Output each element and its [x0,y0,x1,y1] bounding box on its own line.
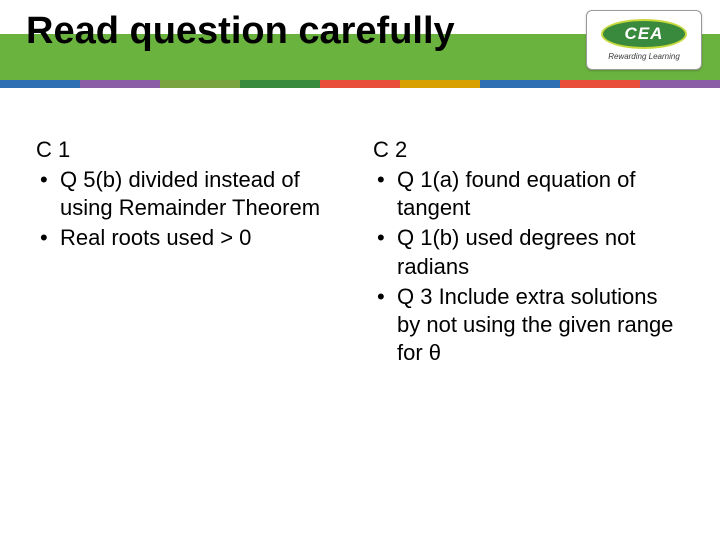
logo-badge: CEA Rewarding Learning [586,10,702,70]
logo-text: CEA [625,24,664,44]
stripe-seg [0,80,80,88]
content: C 1 Q 5(b) divided instead of using Rema… [0,94,720,369]
stripe-seg [240,80,320,88]
column-right: C 2 Q 1(a) found equation of tangent Q 1… [373,136,684,369]
column-right-list: Q 1(a) found equation of tangent Q 1(b) … [373,166,684,367]
stripe-seg [480,80,560,88]
page-title: Read question carefully [26,10,455,53]
stripe-seg [640,80,720,88]
column-left-list: Q 5(b) divided instead of using Remainde… [36,166,347,252]
stripe-seg [560,80,640,88]
color-stripe [0,80,720,88]
header: Read question carefully CEA Rewarding Le… [0,0,720,94]
stripe-seg [160,80,240,88]
logo-tagline: Rewarding Learning [608,52,680,61]
column-left-heading: C 1 [36,136,347,164]
list-item: Q 1(a) found equation of tangent [373,166,684,222]
list-item: Q 5(b) divided instead of using Remainde… [36,166,347,222]
list-item: Real roots used > 0 [36,224,347,252]
list-item: Q 3 Include extra solutions by not using… [373,283,684,367]
list-item: Q 1(b) used degrees not radians [373,224,684,280]
stripe-seg [400,80,480,88]
column-right-heading: C 2 [373,136,684,164]
stripe-seg [80,80,160,88]
logo-oval: CEA [601,19,687,49]
column-left: C 1 Q 5(b) divided instead of using Rema… [36,136,347,369]
stripe-seg [320,80,400,88]
